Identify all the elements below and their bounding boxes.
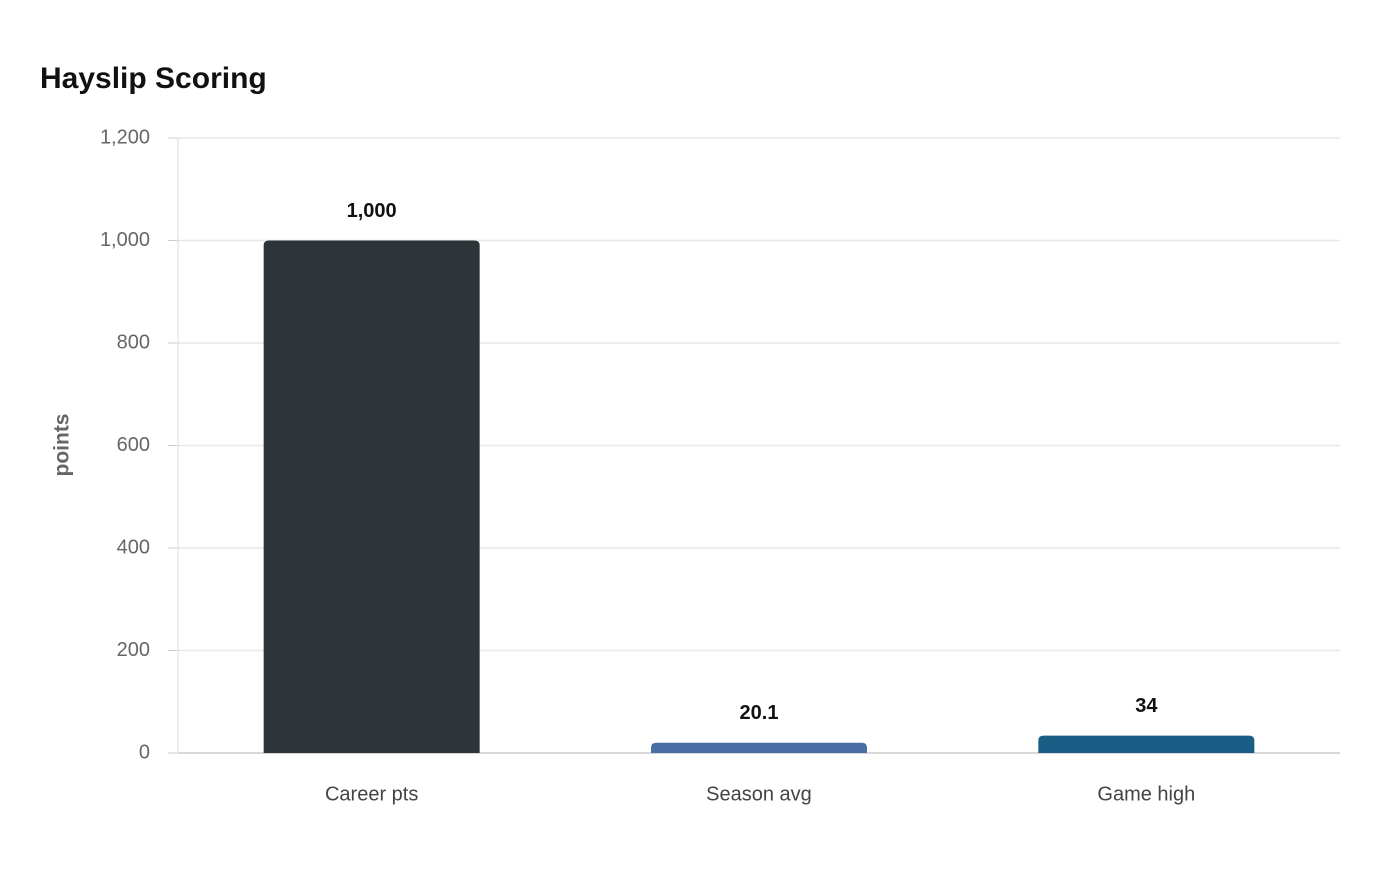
- bar: [651, 742, 867, 753]
- chart-title: Hayslip Scoring: [40, 62, 267, 95]
- y-tick-label: 0: [139, 741, 150, 763]
- x-tick-label: Career pts: [325, 783, 418, 805]
- y-tick-label: 1,000: [100, 229, 150, 251]
- x-tick-label: Season avg: [706, 783, 812, 805]
- y-tick-label: 600: [117, 434, 150, 456]
- y-tick-label: 200: [117, 639, 150, 661]
- bar: [1038, 735, 1255, 753]
- bar: [263, 240, 480, 753]
- y-tick-label: 400: [117, 536, 150, 558]
- value-label: 34: [1135, 695, 1158, 717]
- value-label: 1,000: [347, 200, 397, 222]
- y-tick-label: 1,200: [100, 126, 150, 148]
- x-tick-label: Game high: [1097, 783, 1195, 805]
- y-tick-label: 800: [117, 331, 150, 353]
- y-axis-label: points: [51, 414, 74, 477]
- value-label: 20.1: [740, 702, 779, 724]
